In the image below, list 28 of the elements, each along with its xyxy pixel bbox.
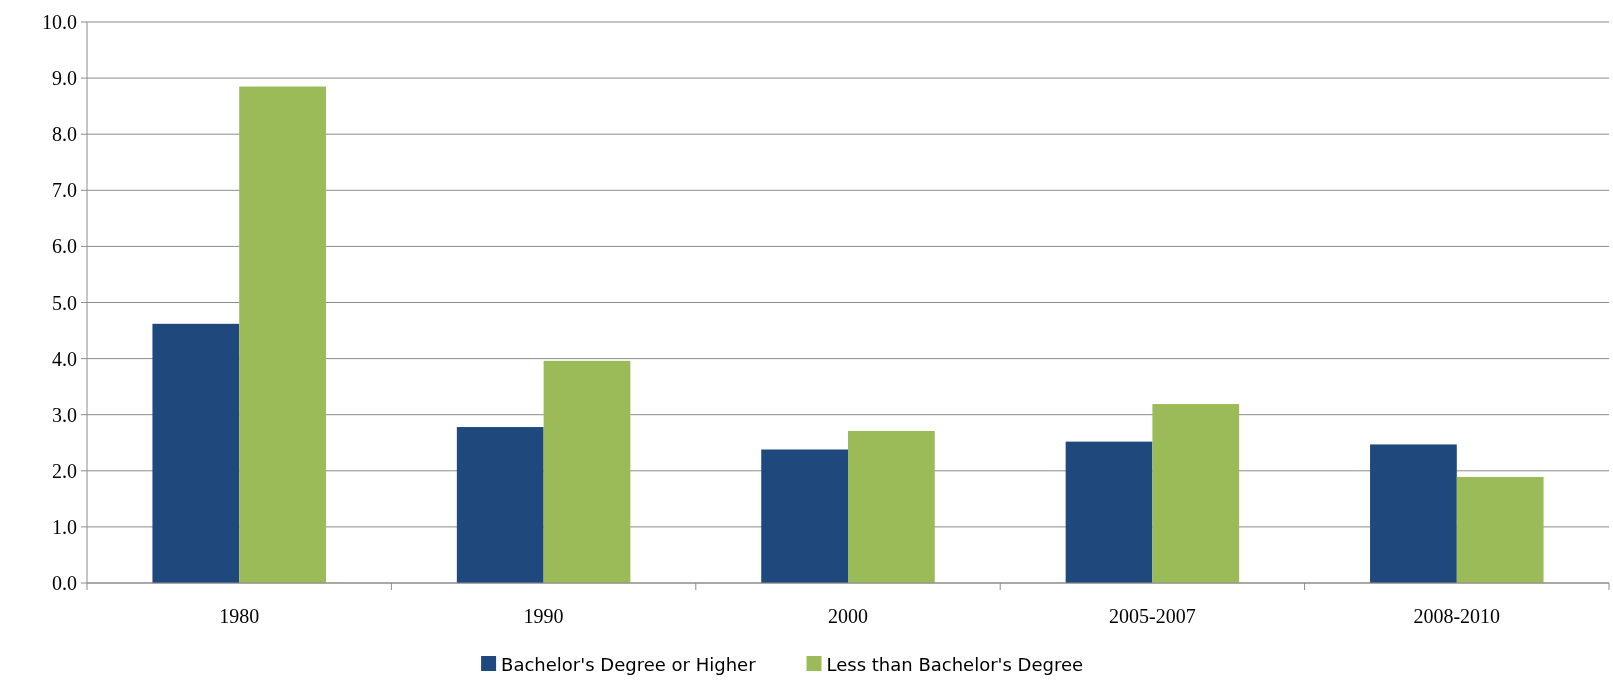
- y-tick-label: 10.0: [42, 11, 77, 33]
- bar: [239, 86, 326, 583]
- y-tick-label: 8.0: [52, 123, 77, 146]
- y-tick-label: 6.0: [52, 235, 77, 258]
- bar: [456, 427, 544, 583]
- y-tick-label: 3.0: [52, 403, 77, 426]
- legend-label: Bachelor's Degree or Higher: [501, 654, 757, 675]
- y-tick-label: 7.0: [52, 179, 77, 202]
- y-tick-label: 1.0: [52, 515, 77, 538]
- x-tick-label: 2005-2007: [1109, 605, 1196, 627]
- y-tick-label: 9.0: [52, 67, 77, 90]
- bar: [1456, 476, 1544, 583]
- bar: [1370, 444, 1457, 583]
- bar: [761, 449, 848, 583]
- legend-label: Less than Bachelor's Degree: [826, 654, 1084, 675]
- bar: [1065, 441, 1153, 583]
- y-tick-label: 0.0: [52, 572, 77, 594]
- x-tick-label: 2000: [828, 605, 868, 627]
- y-tick-label: 2.0: [52, 459, 77, 482]
- bar: [543, 360, 631, 583]
- x-tick-label: 2008-2010: [1413, 605, 1501, 627]
- y-tick-label: 4.0: [52, 347, 77, 370]
- y-tick-label: 5.0: [52, 291, 77, 314]
- x-tick-label: 1980: [219, 605, 260, 627]
- bar: [848, 430, 935, 583]
- bar: [1152, 404, 1240, 583]
- bar: [152, 323, 240, 583]
- x-tick-label: 1990: [523, 605, 564, 627]
